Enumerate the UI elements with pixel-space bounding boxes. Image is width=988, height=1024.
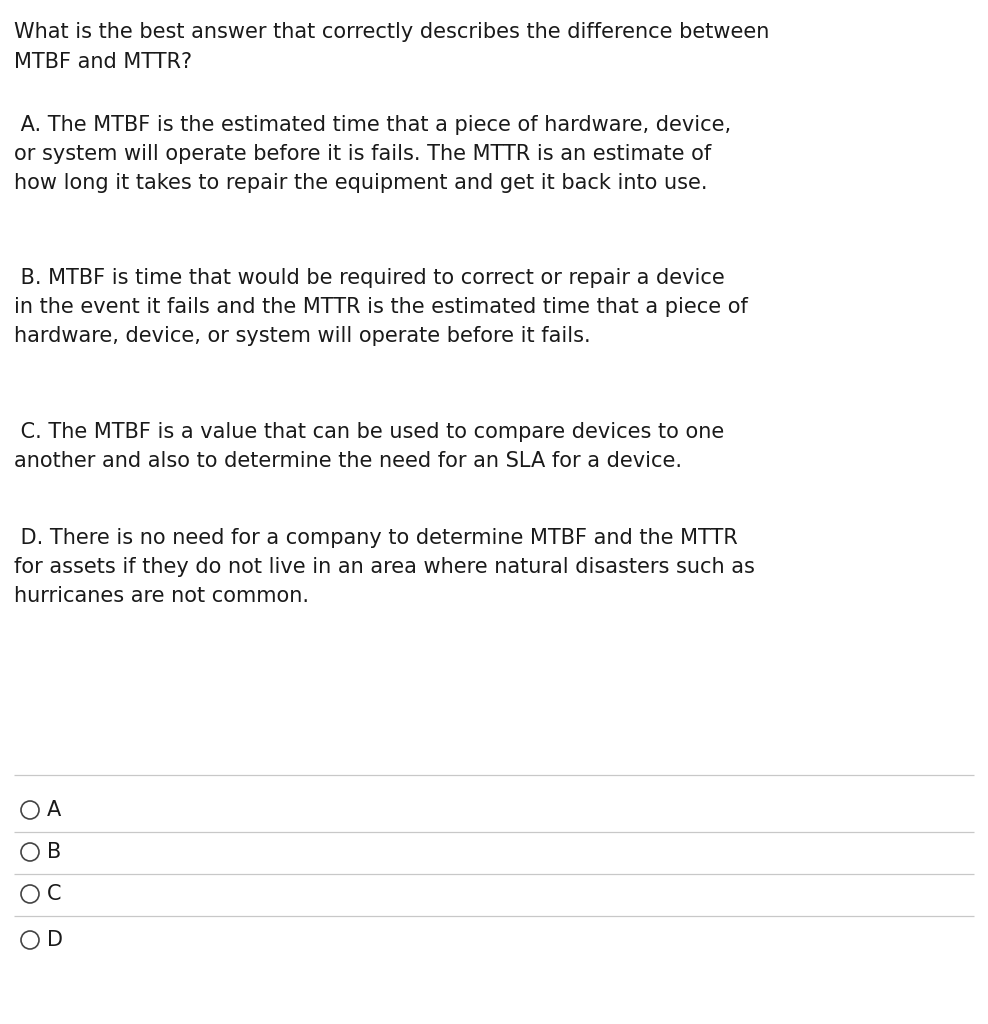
Text: MTBF and MTTR?: MTBF and MTTR? [14, 52, 192, 72]
Text: A: A [47, 800, 61, 820]
Text: C: C [47, 884, 61, 904]
Text: C. The MTBF is a value that can be used to compare devices to one
another and al: C. The MTBF is a value that can be used … [14, 422, 724, 471]
Text: D: D [47, 930, 63, 950]
Text: A. The MTBF is the estimated time that a piece of hardware, device,
or system wi: A. The MTBF is the estimated time that a… [14, 115, 731, 193]
Text: What is the best answer that correctly describes the difference between: What is the best answer that correctly d… [14, 22, 770, 42]
Text: B: B [47, 842, 61, 862]
Text: D. There is no need for a company to determine MTBF and the MTTR
for assets if t: D. There is no need for a company to det… [14, 528, 755, 605]
Text: B. MTBF is time that would be required to correct or repair a device
in the even: B. MTBF is time that would be required t… [14, 268, 748, 346]
